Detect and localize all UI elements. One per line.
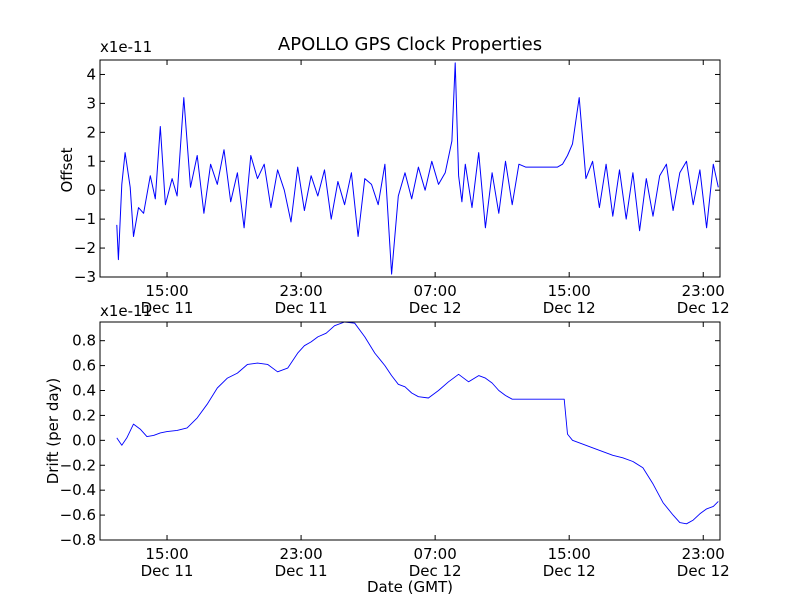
drift-y-tick-label: −0.2 xyxy=(60,456,96,474)
drift-x-tick-time: 15:00 xyxy=(548,545,591,563)
drift-y-axis-label: Drift (per day) xyxy=(44,378,62,485)
offset-y-tick-label: −2 xyxy=(74,239,96,257)
drift-x-axis-label: Date (GMT) xyxy=(367,578,453,596)
offset-series-line xyxy=(116,62,719,275)
offset-plot-frame xyxy=(99,59,721,278)
drift-x-tick-time: 07:00 xyxy=(414,545,457,563)
drift-series-line xyxy=(116,321,719,525)
offset-x-tick-date: Dec 11 xyxy=(141,299,194,317)
drift-axes-ticks: −0.8−0.6−0.4−0.20.00.20.40.60.815:00Dec … xyxy=(60,322,730,580)
drift-y-tick-label: −0.8 xyxy=(60,531,96,549)
offset-y-tick-label: 1 xyxy=(86,152,96,170)
offset-x-tick-date: Dec 12 xyxy=(409,299,462,317)
drift-y-tick-label: 0.0 xyxy=(72,431,96,449)
drift-x-tick-date: Dec 11 xyxy=(275,562,328,580)
drift-panel: x1e-11 Drift (per day) Date (GMT) −0.8 −0… xyxy=(44,302,730,596)
offset-x-tick-time: 23:00 xyxy=(682,282,725,300)
drift-y-tick-label: 0.4 xyxy=(72,382,96,400)
drift-y-tick-label: −0.6 xyxy=(60,506,96,524)
offset-y-tick-label: −1 xyxy=(74,210,96,228)
offset-x-tick-date: Dec 12 xyxy=(543,299,596,317)
offset-y-tick-label: 0 xyxy=(86,181,96,199)
drift-y-tick-label: −0.4 xyxy=(60,481,96,499)
offset-y-axis-label: Offset xyxy=(58,147,76,192)
drift-x-tick-date: Dec 12 xyxy=(409,562,462,580)
drift-x-tick-time: 15:00 xyxy=(145,545,188,563)
drift-y-tick-label: 0.6 xyxy=(72,357,96,375)
offset-y-tick-label: 3 xyxy=(86,94,96,112)
offset-panel: APOLLO GPS Clock Properties x1e-11 Offse… xyxy=(58,34,730,317)
offset-x-tick-time: 07:00 xyxy=(414,282,457,300)
drift-axis-multiplier: x1e-11 xyxy=(100,302,152,320)
offset-y-tick-label: 4 xyxy=(86,65,96,83)
drift-y-tick-label: 0.2 xyxy=(72,406,96,424)
drift-x-tick-time: 23:00 xyxy=(279,545,322,563)
offset-series-group xyxy=(116,62,719,275)
offset-x-tick-date: Dec 12 xyxy=(677,299,730,317)
offset-x-tick-date: Dec 11 xyxy=(275,299,328,317)
drift-x-tick-date: Dec 12 xyxy=(677,562,730,580)
offset-y-tick-label: 2 xyxy=(86,123,96,141)
offset-x-tick-time: 15:00 xyxy=(145,282,188,300)
drift-x-tick-date: Dec 12 xyxy=(543,562,596,580)
drift-plot-frame xyxy=(99,321,721,541)
drift-x-tick-time: 23:00 xyxy=(682,545,725,563)
drift-series-group xyxy=(116,321,719,525)
drift-x-tick-date: Dec 11 xyxy=(141,562,194,580)
offset-x-tick-time: 15:00 xyxy=(548,282,591,300)
offset-y-tick-label: −3 xyxy=(74,268,96,286)
chart-title: APOLLO GPS Clock Properties xyxy=(278,34,542,55)
offset-axis-multiplier: x1e-11 xyxy=(100,38,152,56)
drift-y-tick-label: 0.8 xyxy=(72,332,96,350)
offset-x-tick-time: 23:00 xyxy=(279,282,322,300)
